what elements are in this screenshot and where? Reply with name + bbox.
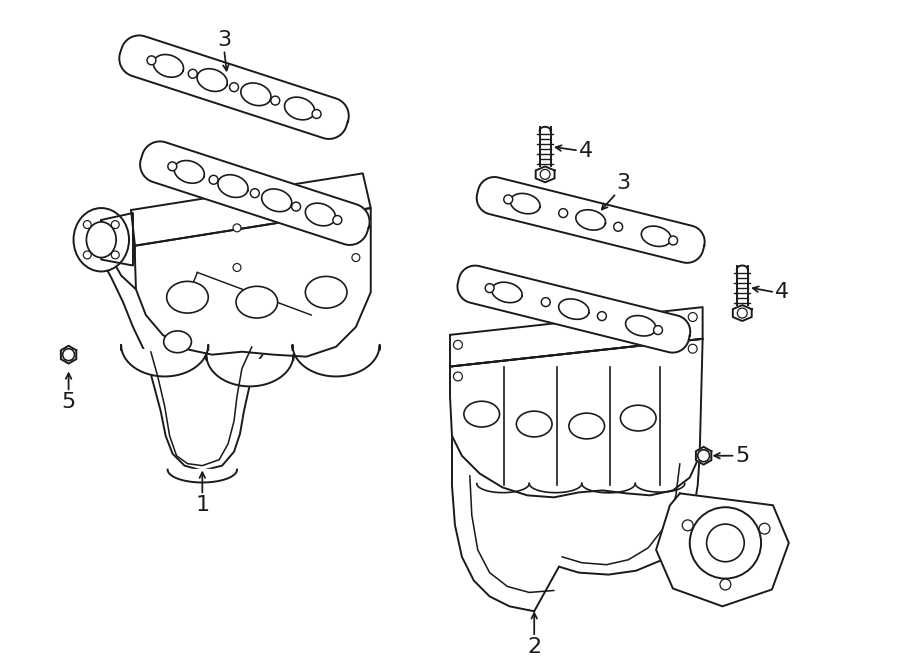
Circle shape (84, 251, 91, 259)
Circle shape (167, 162, 176, 171)
Polygon shape (536, 167, 554, 182)
Polygon shape (122, 345, 208, 377)
Ellipse shape (464, 401, 500, 427)
Polygon shape (153, 54, 184, 77)
Circle shape (271, 96, 280, 105)
Circle shape (454, 340, 463, 349)
Circle shape (352, 209, 360, 217)
Polygon shape (167, 469, 237, 483)
Circle shape (209, 175, 218, 184)
Polygon shape (559, 299, 589, 319)
Circle shape (541, 297, 550, 307)
Circle shape (188, 69, 197, 78)
Polygon shape (241, 83, 271, 106)
Circle shape (147, 56, 156, 65)
Circle shape (233, 264, 241, 272)
Polygon shape (120, 36, 348, 139)
Polygon shape (206, 355, 293, 386)
Circle shape (598, 311, 607, 321)
Polygon shape (102, 213, 133, 266)
Circle shape (84, 221, 91, 229)
Polygon shape (131, 173, 371, 246)
Circle shape (333, 215, 342, 225)
Text: 5: 5 (735, 446, 750, 466)
Polygon shape (262, 189, 292, 212)
Polygon shape (175, 161, 204, 183)
Polygon shape (284, 97, 315, 120)
Circle shape (352, 254, 360, 262)
Circle shape (559, 209, 568, 217)
Ellipse shape (706, 524, 744, 562)
Polygon shape (135, 208, 371, 357)
Ellipse shape (569, 413, 605, 439)
Circle shape (720, 579, 731, 590)
Circle shape (682, 520, 693, 531)
Circle shape (504, 195, 513, 204)
Polygon shape (626, 315, 656, 336)
Ellipse shape (689, 507, 761, 578)
Ellipse shape (305, 276, 347, 308)
Polygon shape (218, 175, 248, 198)
Text: 4: 4 (775, 282, 789, 302)
Circle shape (292, 202, 301, 211)
Circle shape (485, 284, 494, 293)
Circle shape (653, 326, 662, 334)
Polygon shape (140, 141, 370, 245)
Circle shape (312, 110, 321, 118)
Circle shape (737, 308, 747, 318)
Polygon shape (450, 307, 703, 367)
Circle shape (698, 449, 709, 461)
Polygon shape (733, 305, 751, 321)
Circle shape (250, 189, 259, 198)
Text: 3: 3 (217, 30, 231, 50)
Polygon shape (696, 447, 711, 465)
Circle shape (614, 222, 623, 231)
Text: 4: 4 (579, 141, 593, 161)
Circle shape (688, 344, 698, 353)
Ellipse shape (86, 222, 116, 258)
Polygon shape (656, 493, 788, 606)
Ellipse shape (74, 208, 129, 272)
Ellipse shape (620, 405, 656, 431)
Circle shape (540, 169, 550, 179)
Ellipse shape (166, 282, 208, 313)
Circle shape (759, 524, 770, 534)
Polygon shape (61, 346, 76, 364)
Polygon shape (642, 226, 671, 247)
Circle shape (112, 251, 119, 259)
Text: 1: 1 (195, 495, 210, 516)
Polygon shape (305, 203, 336, 226)
Text: 5: 5 (61, 393, 76, 412)
Circle shape (233, 224, 241, 232)
Polygon shape (491, 282, 522, 303)
Polygon shape (510, 194, 540, 214)
Polygon shape (450, 339, 703, 497)
Polygon shape (737, 266, 748, 270)
Circle shape (230, 83, 238, 92)
Polygon shape (540, 127, 551, 131)
Polygon shape (292, 345, 380, 377)
Circle shape (454, 372, 463, 381)
Circle shape (669, 236, 678, 245)
Ellipse shape (236, 286, 277, 318)
Text: 3: 3 (616, 173, 631, 193)
Circle shape (688, 313, 698, 321)
Ellipse shape (517, 411, 552, 437)
Ellipse shape (164, 331, 192, 353)
Polygon shape (457, 266, 690, 352)
Polygon shape (477, 177, 705, 263)
Polygon shape (197, 69, 227, 91)
Polygon shape (576, 210, 606, 230)
Circle shape (63, 349, 75, 361)
Circle shape (112, 221, 119, 229)
Text: 2: 2 (527, 637, 541, 657)
